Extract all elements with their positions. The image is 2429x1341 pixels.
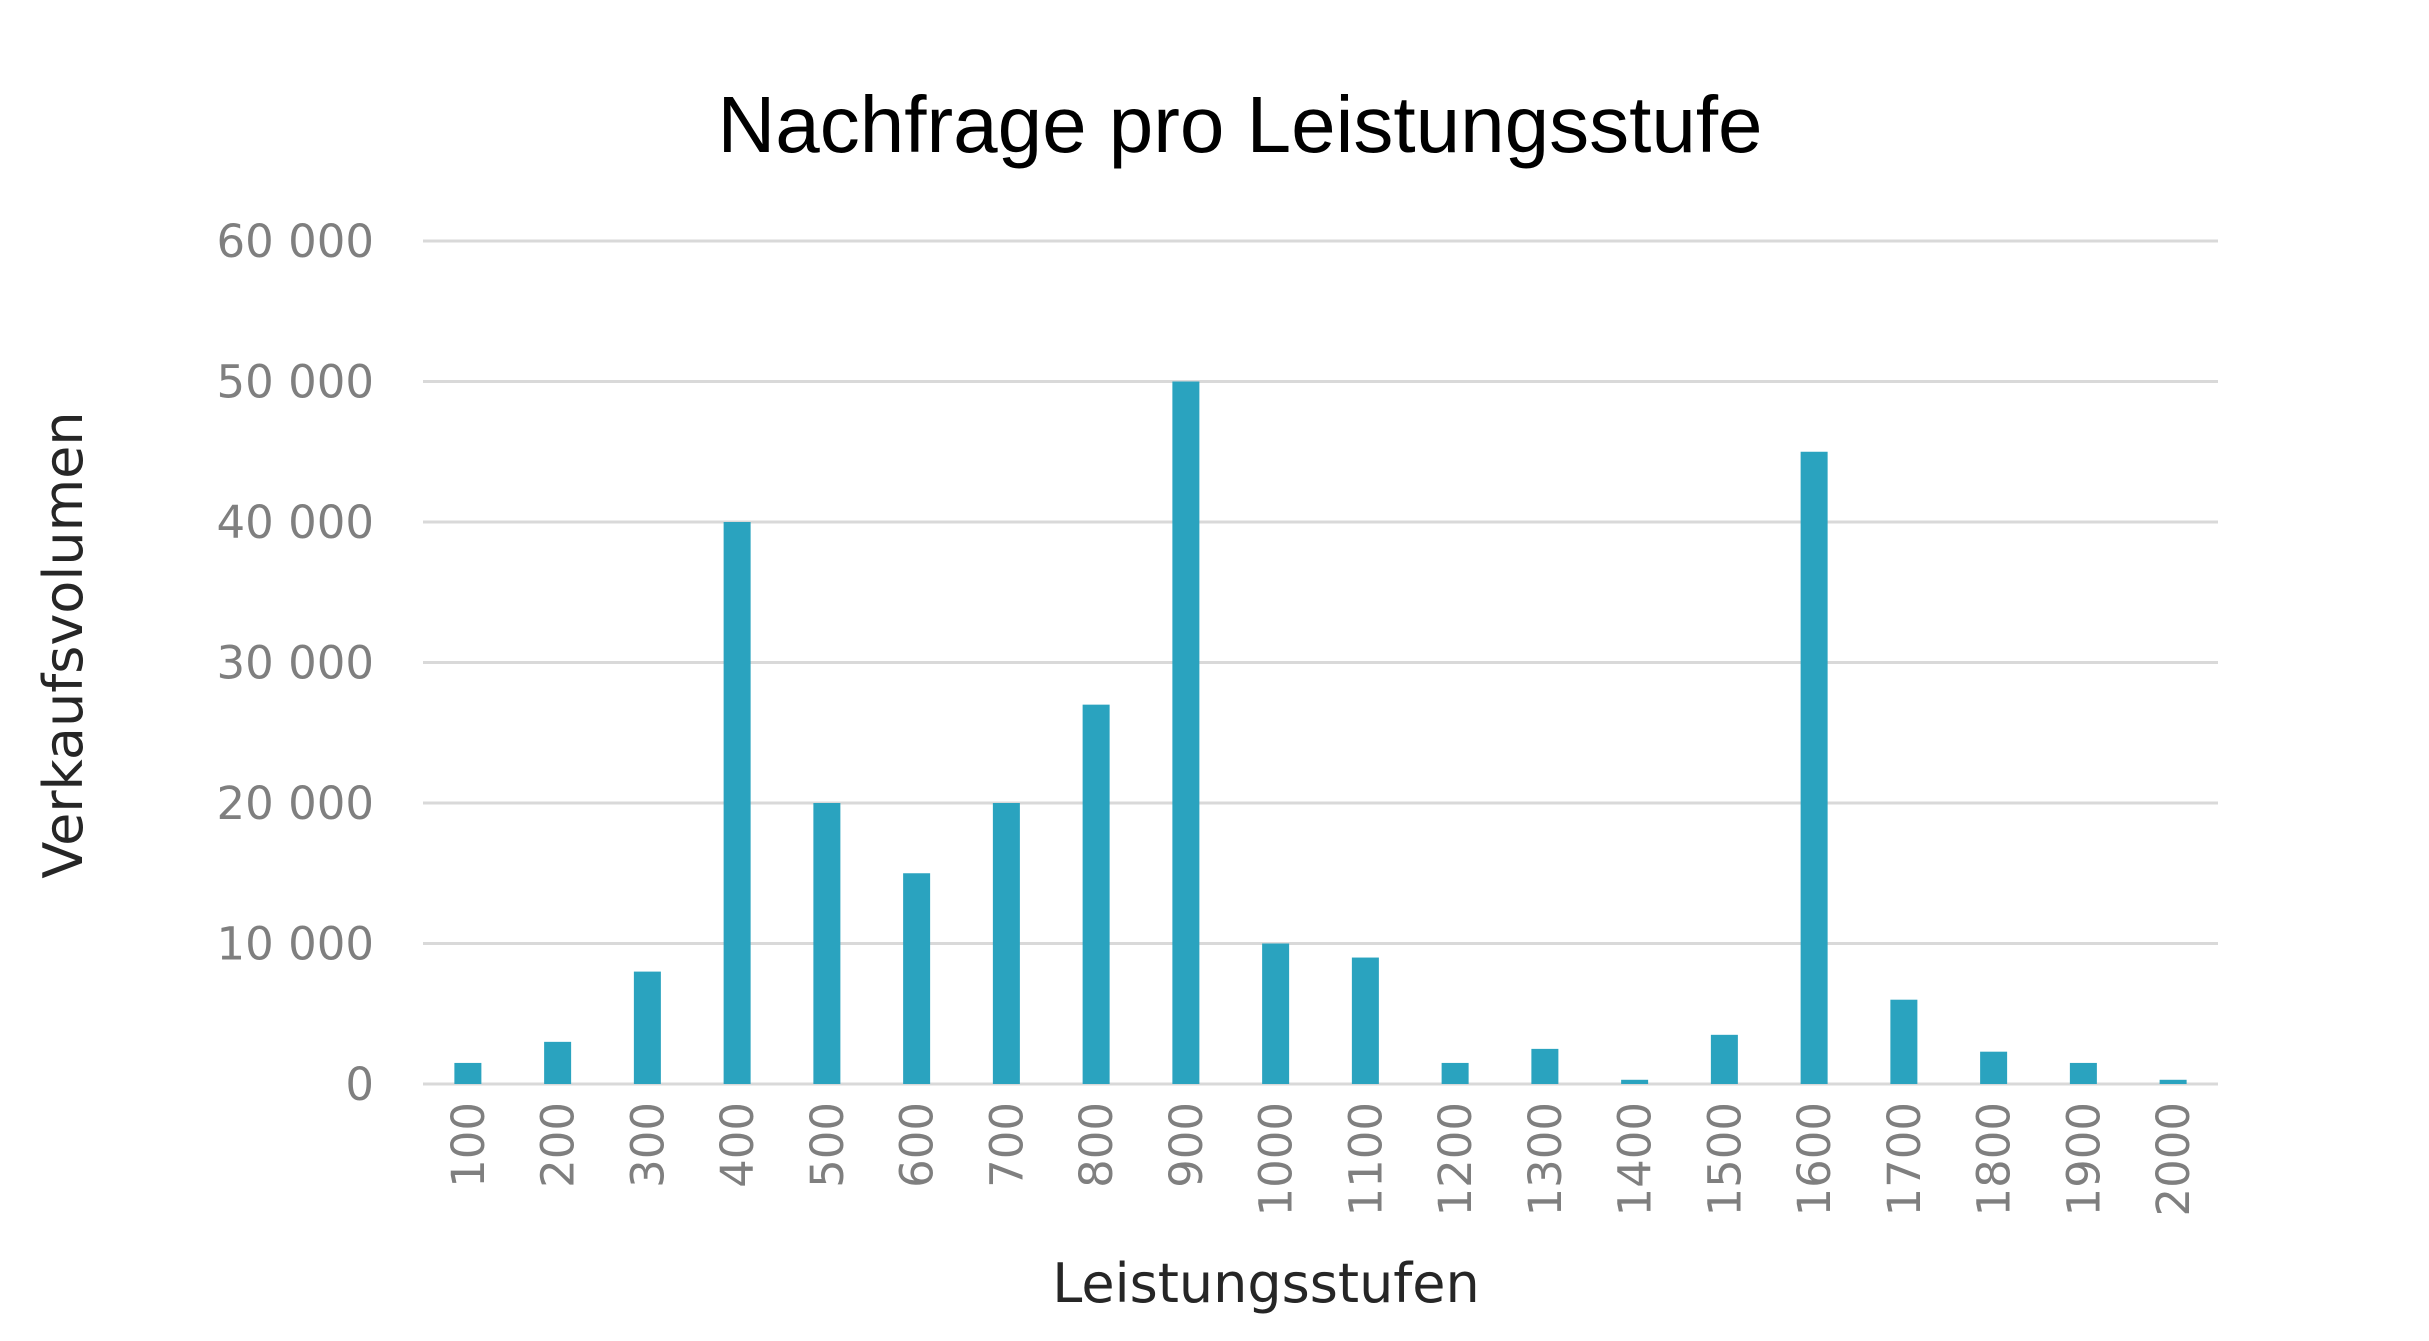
- x-tick-label: 1200: [1429, 1102, 1482, 1217]
- bar-1200: [1441, 1062, 1469, 1084]
- bar-1400: [1621, 1079, 1649, 1084]
- bar-900: [1172, 381, 1200, 1084]
- gridlines: [423, 239, 2218, 1086]
- bar-800: [1082, 704, 1110, 1084]
- bar-600: [903, 873, 931, 1084]
- x-tick-label: 600: [891, 1102, 944, 1188]
- x-tick-label: 900: [1160, 1102, 1213, 1188]
- x-tick-label: 1100: [1339, 1102, 1392, 1217]
- y-axis-title: Verkaufsvolumen: [32, 411, 95, 878]
- x-tick-label: 1300: [1519, 1102, 1572, 1217]
- bars: [454, 381, 2187, 1084]
- bar-100: [454, 1062, 482, 1084]
- x-tick-label: 1000: [1250, 1102, 1303, 1217]
- x-tick-label: 400: [711, 1102, 764, 1188]
- x-tick-label: 800: [1070, 1102, 1123, 1188]
- x-tick-label: 1400: [1609, 1102, 1662, 1217]
- x-tick-label: 100: [442, 1102, 495, 1188]
- chart-title: Nachfrage pro Leistungsstufe: [717, 80, 1762, 169]
- x-tick-label: 200: [532, 1102, 585, 1188]
- bar-1800: [1980, 1051, 2008, 1084]
- x-tick-label: 500: [801, 1102, 854, 1188]
- x-tick-label: 1500: [1698, 1102, 1751, 1217]
- bar-500: [813, 803, 841, 1084]
- bar-400: [723, 522, 751, 1084]
- bar-1600: [1800, 451, 1828, 1084]
- bar-1500: [1710, 1034, 1738, 1084]
- y-tick-label: 10 000: [217, 918, 374, 971]
- x-tick-label: 1900: [2057, 1102, 2110, 1217]
- x-axis-ticks: 100 200 300 400 500 600 700 800 900 1000 1100 1200 1…: [442, 1102, 2200, 1217]
- bar-1700: [1890, 999, 1918, 1084]
- y-tick-label: 0: [345, 1058, 374, 1111]
- bar-1000: [1262, 943, 1290, 1084]
- bar-1100: [1351, 957, 1379, 1084]
- y-axis-ticks: 0 10 000 20 000 30 000 40 000 50 000 60 000: [217, 215, 374, 1111]
- bar-1300: [1531, 1048, 1559, 1084]
- y-tick-label: 20 000: [217, 777, 374, 830]
- x-tick-label: 1700: [1878, 1102, 1931, 1217]
- bar-300: [633, 971, 661, 1084]
- x-tick-label: 1800: [1968, 1102, 2021, 1217]
- bar-200: [544, 1041, 572, 1084]
- x-tick-label: 1600: [1788, 1102, 1841, 1217]
- x-tick-label: 700: [980, 1102, 1033, 1188]
- y-tick-label: 40 000: [217, 496, 374, 549]
- x-axis-title: Leistungsstufen: [1052, 1252, 1480, 1315]
- bar-1900: [2069, 1062, 2097, 1084]
- bar-2000: [2159, 1079, 2187, 1084]
- bar-700: [992, 803, 1020, 1084]
- y-tick-label: 30 000: [217, 637, 374, 690]
- x-tick-label: 300: [621, 1102, 674, 1188]
- y-tick-label: 60 000: [217, 215, 374, 268]
- y-tick-label: 50 000: [217, 356, 374, 409]
- x-tick-label: 2000: [2147, 1102, 2200, 1217]
